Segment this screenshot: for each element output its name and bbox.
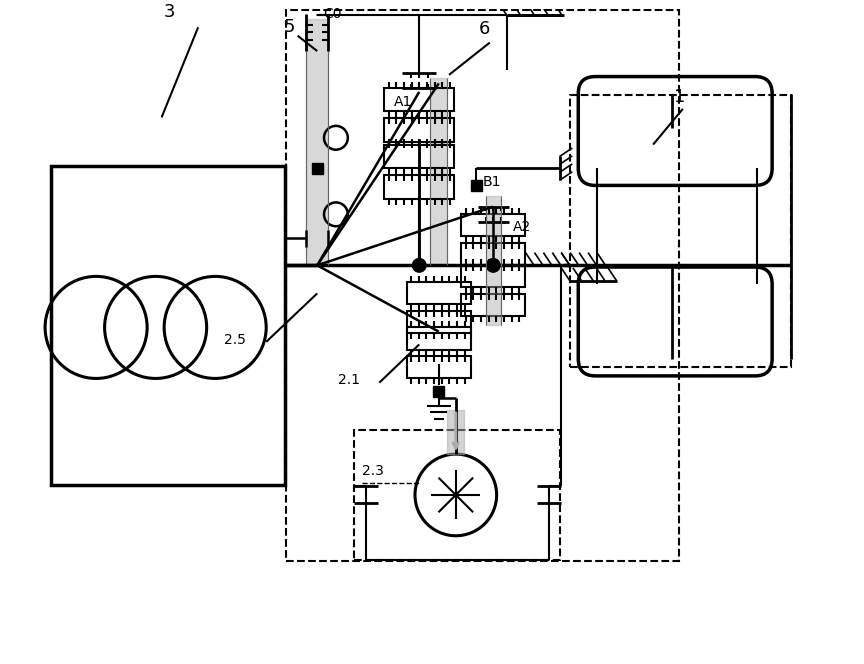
Bar xyxy=(461,214,525,236)
Bar xyxy=(461,243,525,266)
Bar xyxy=(312,163,323,174)
Bar xyxy=(461,266,525,288)
Bar xyxy=(433,386,444,396)
Text: 6: 6 xyxy=(479,21,490,39)
Text: 1: 1 xyxy=(674,88,686,106)
Bar xyxy=(471,180,482,191)
Bar xyxy=(407,282,471,305)
Bar xyxy=(407,357,471,378)
Circle shape xyxy=(412,258,426,272)
Bar xyxy=(407,311,471,333)
Bar xyxy=(353,430,560,560)
Text: 2.1: 2.1 xyxy=(339,373,360,387)
Circle shape xyxy=(486,258,500,272)
Text: B1: B1 xyxy=(483,175,501,189)
Bar xyxy=(384,145,454,169)
Text: 5: 5 xyxy=(283,18,295,36)
Bar xyxy=(384,118,454,142)
Bar xyxy=(384,175,454,199)
Bar xyxy=(51,166,285,485)
Text: 3: 3 xyxy=(164,3,175,21)
Bar xyxy=(286,10,678,561)
Text: 2.3: 2.3 xyxy=(362,464,384,478)
Text: A1: A1 xyxy=(394,95,412,109)
Text: C0: C0 xyxy=(323,7,341,21)
Text: 2.5: 2.5 xyxy=(224,333,245,347)
Bar xyxy=(569,95,791,367)
Bar xyxy=(384,88,454,112)
Text: A2: A2 xyxy=(512,220,531,234)
Bar xyxy=(407,327,471,349)
Bar xyxy=(461,294,525,316)
